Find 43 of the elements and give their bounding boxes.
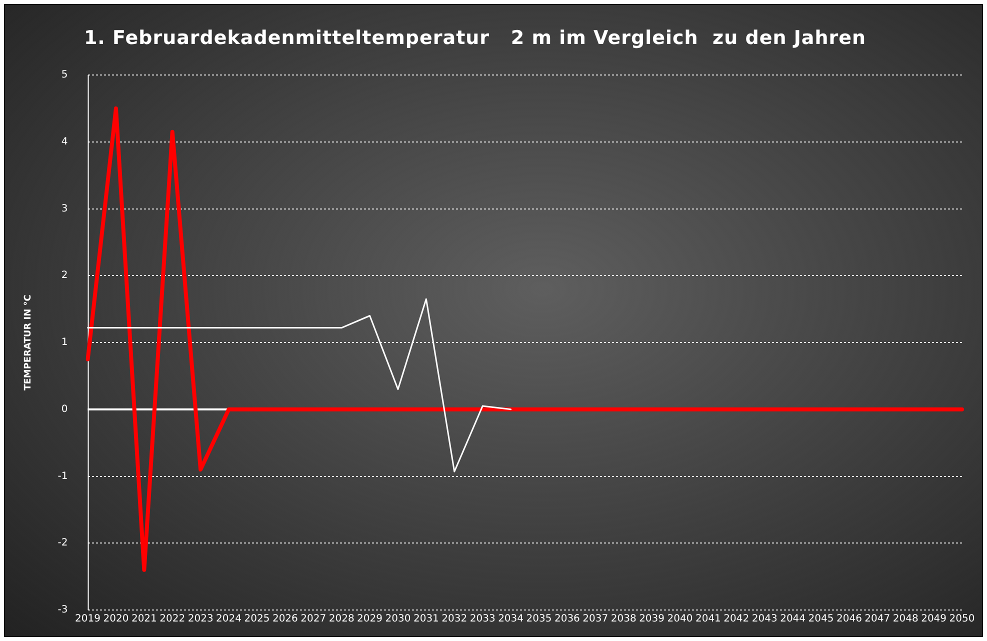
x-tick-label: 2019: [75, 614, 100, 625]
x-tick-label: 2029: [357, 614, 383, 625]
y-tick-label: -1: [58, 470, 68, 482]
x-tick-label: 2045: [808, 614, 834, 625]
y-tick-label: 2: [61, 270, 68, 282]
x-tick-label: 2022: [160, 614, 186, 625]
x-tick-label: 2047: [864, 614, 890, 625]
x-tick-label: 2027: [300, 614, 326, 625]
x-tick-label: 2035: [526, 614, 552, 625]
x-tick-label: 2030: [385, 614, 411, 625]
y-tick-label: 5: [61, 70, 68, 81]
x-tick-label: 2040: [667, 614, 693, 625]
x-tick-label: 2048: [892, 614, 918, 625]
y-tick-label: 3: [61, 203, 68, 214]
x-tick-label: 2024: [216, 614, 242, 625]
x-tick-label: 2026: [272, 614, 298, 625]
x-tick-label: 2049: [921, 614, 947, 625]
x-tick-label: 2038: [610, 614, 636, 625]
chart-title: 1. Februardekadenmitteltemperatur 2 m im Vergleich zu den Jahren: [82, 27, 868, 49]
x-tick-label: 2023: [188, 614, 214, 625]
x-tick-label: 2020: [103, 614, 129, 625]
x-tick-label: 2043: [752, 614, 778, 625]
x-tick-label: 2028: [328, 614, 354, 625]
x-tick-label: 2032: [442, 614, 468, 625]
x-tick-label: 2025: [244, 614, 270, 625]
x-tick-label: 2042: [724, 614, 750, 625]
x-tick-label: 2034: [498, 614, 524, 625]
x-tick-label: 2021: [131, 614, 157, 625]
y-tick-label: 4: [61, 136, 68, 148]
y-tick-label: 1: [61, 337, 68, 348]
x-tick-label: 2031: [413, 614, 439, 625]
x-tick-label: 2050: [949, 614, 975, 625]
x-tick-label: 2037: [582, 614, 608, 625]
x-tick-label: 2046: [836, 614, 862, 625]
x-tick-label: 2041: [695, 614, 721, 625]
y-axis-title: TEMPERATUR IN °C: [24, 294, 34, 390]
y-tick-label: -2: [58, 538, 68, 549]
y-tick-label: -3: [58, 604, 68, 616]
x-tick-label: 2036: [554, 614, 580, 625]
x-tick-label: 2044: [780, 614, 806, 625]
x-tick-label: 2039: [639, 614, 665, 625]
y-tick-label: 0: [61, 404, 68, 415]
x-tick-label: 2033: [470, 614, 496, 625]
